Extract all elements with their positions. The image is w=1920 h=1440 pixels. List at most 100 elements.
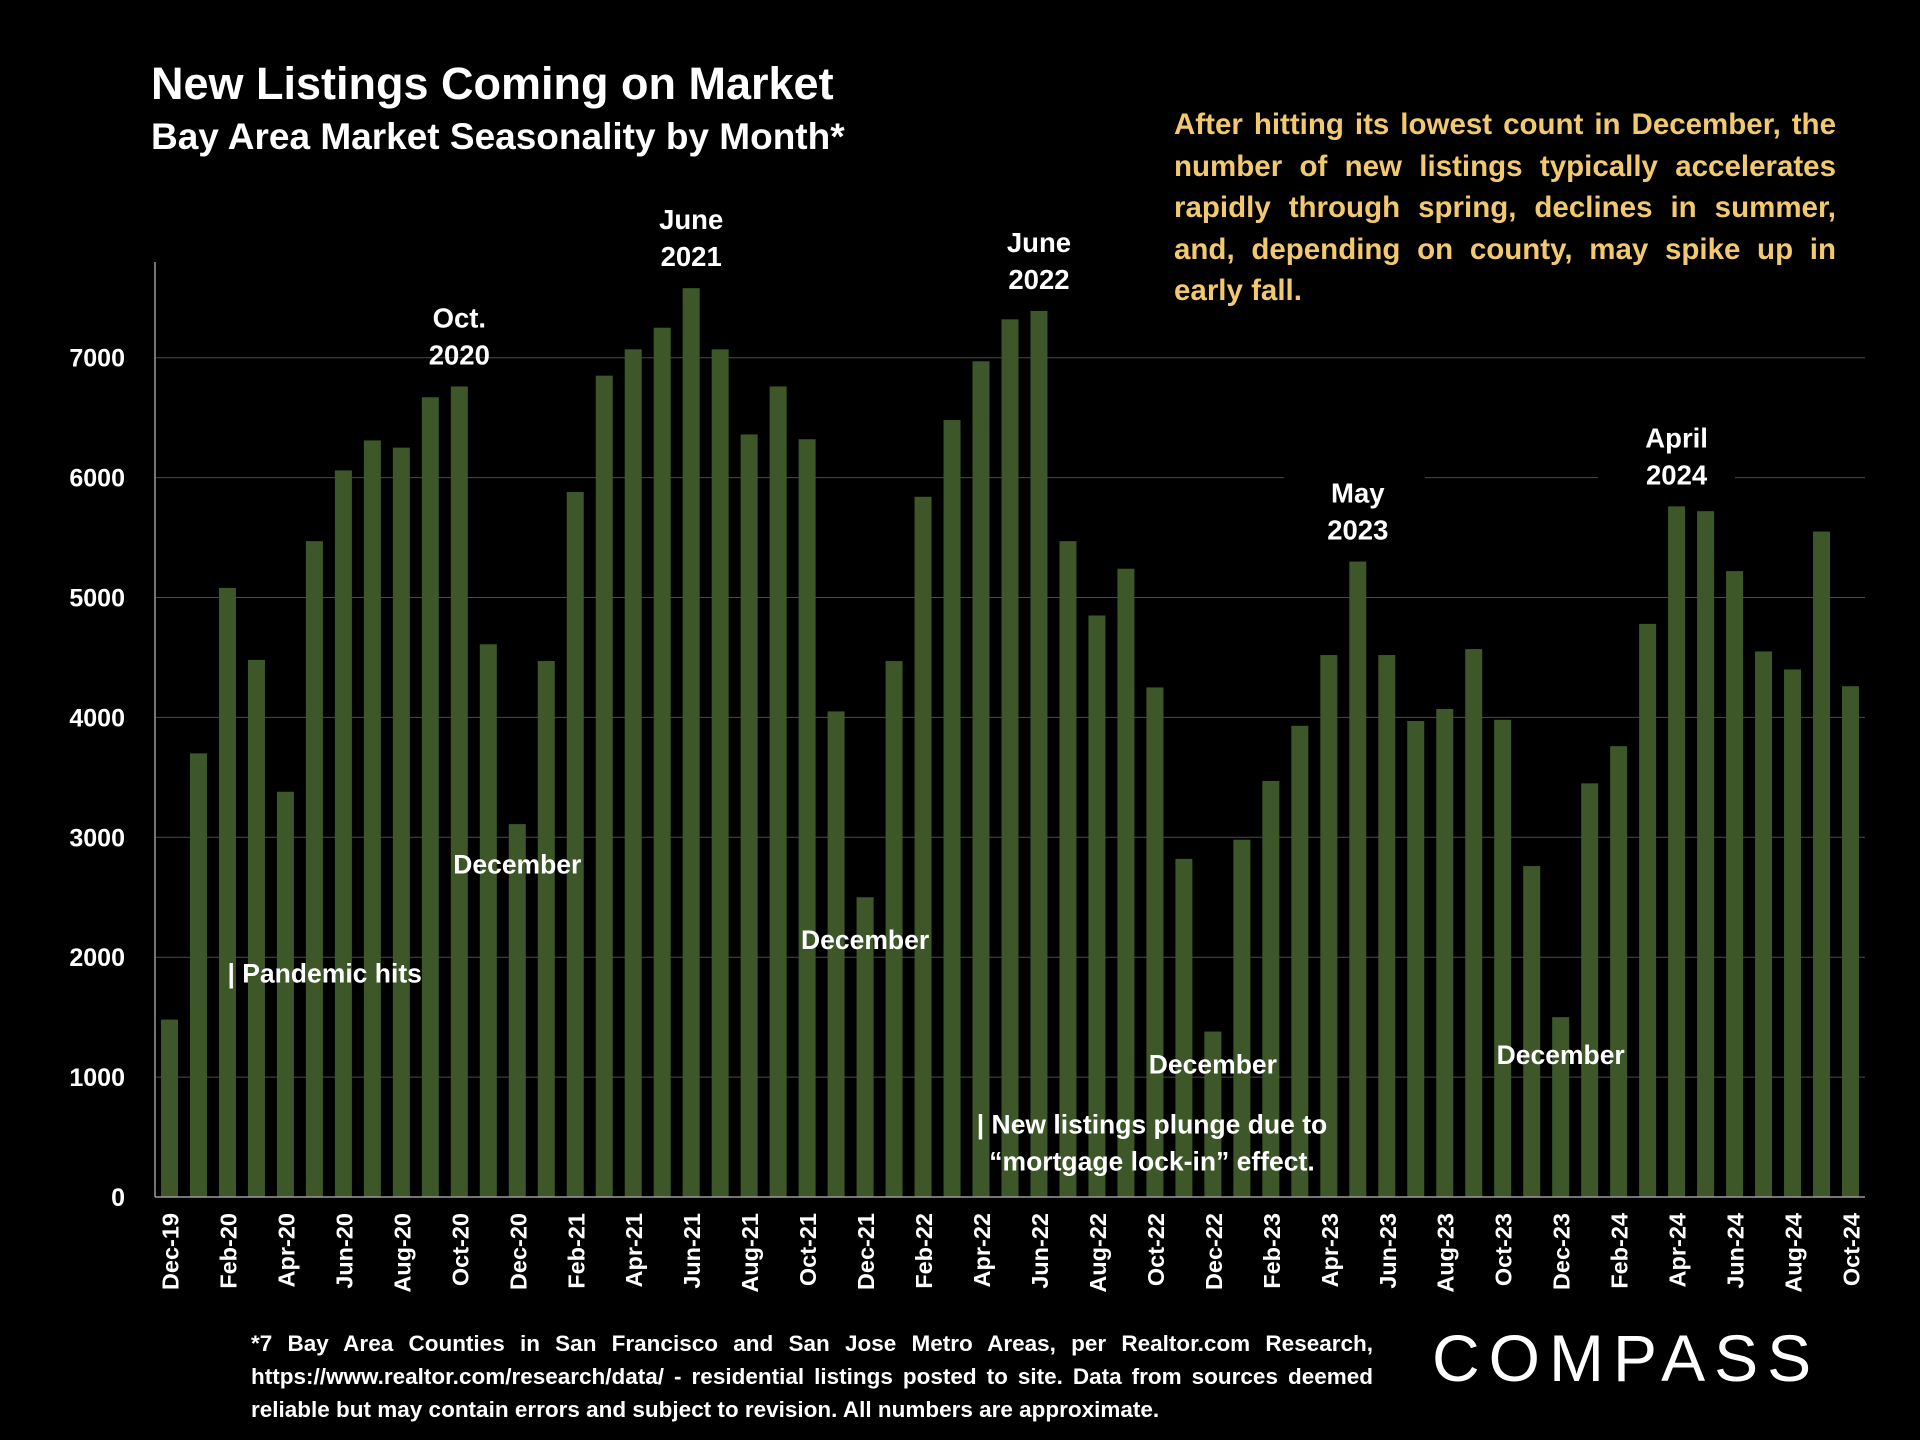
- chart-annotation: December: [453, 849, 581, 879]
- x-tick-label: Apr-24: [1665, 1213, 1691, 1287]
- x-tick-label: Oct-23: [1491, 1213, 1517, 1286]
- x-tick-label: Feb-23: [1259, 1213, 1285, 1289]
- bar: [1842, 686, 1860, 1197]
- bar: [1610, 746, 1628, 1197]
- x-tick-label: Aug-23: [1433, 1213, 1459, 1293]
- x-tick-label: Aug-22: [1085, 1213, 1111, 1293]
- peak-annotation: 2023: [1327, 515, 1388, 546]
- bar: [537, 661, 555, 1197]
- x-tick-label: Aug-20: [389, 1213, 415, 1293]
- x-tick-label: Oct-24: [1839, 1213, 1865, 1286]
- x-tick-label: Jun-23: [1375, 1213, 1401, 1289]
- bar: [1465, 649, 1483, 1197]
- x-tick-label: Dec-22: [1201, 1213, 1227, 1290]
- bar: [1726, 571, 1744, 1197]
- x-tick-label: Dec-20: [505, 1213, 531, 1290]
- bar: [1494, 719, 1512, 1197]
- bar: [160, 1019, 178, 1197]
- bar: [1204, 1031, 1222, 1197]
- bar: [1552, 1017, 1570, 1197]
- peak-annotation: 2024: [1646, 459, 1708, 490]
- peak-annotation: Oct.: [433, 302, 486, 333]
- bar: [769, 386, 787, 1197]
- x-tick-label: Aug-21: [737, 1213, 763, 1293]
- bar: [914, 496, 932, 1197]
- x-tick-label: Jun-20: [331, 1213, 357, 1289]
- bar: [1668, 506, 1686, 1198]
- x-tick-label: Dec-23: [1549, 1213, 1575, 1290]
- bar: [1639, 623, 1657, 1197]
- x-tick-label: Jun-21: [679, 1213, 705, 1289]
- bar: [392, 447, 410, 1197]
- bar: [711, 349, 729, 1197]
- x-tick-label: Feb-24: [1607, 1213, 1633, 1289]
- bar: [1262, 780, 1280, 1197]
- chart-annotation: December: [1497, 1040, 1625, 1070]
- bar: [827, 711, 845, 1197]
- bar: [1233, 839, 1251, 1197]
- y-tick-label: 4000: [69, 704, 125, 732]
- bar: [740, 434, 758, 1197]
- bar: [276, 791, 294, 1197]
- bar: [624, 349, 642, 1197]
- bar: [247, 659, 265, 1197]
- bar: [1117, 568, 1135, 1197]
- peak-annotation: June: [659, 204, 723, 235]
- x-tick-label: Apr-23: [1317, 1213, 1343, 1287]
- bar: [479, 644, 497, 1197]
- bar: [595, 375, 613, 1197]
- bar: [1320, 655, 1338, 1197]
- x-tick-label: Feb-20: [215, 1213, 241, 1289]
- bar: [1030, 310, 1048, 1198]
- peak-annotation: 2020: [429, 339, 490, 370]
- bar: [1001, 319, 1019, 1197]
- bar: [943, 420, 961, 1198]
- chart-annotation: | New listings plunge due to: [977, 1109, 1327, 1139]
- bar: [363, 440, 381, 1197]
- bar: [305, 541, 323, 1197]
- x-tick-label: Apr-22: [969, 1213, 995, 1287]
- peak-annotation: June: [1007, 227, 1071, 258]
- chart-annotation: December: [1149, 1050, 1277, 1080]
- x-tick-label: Dec-19: [157, 1213, 183, 1290]
- peak-annotation: 2022: [1008, 264, 1069, 295]
- bar: [1784, 669, 1802, 1197]
- bar: [421, 397, 439, 1198]
- bar: [972, 361, 990, 1197]
- bar: [1059, 541, 1077, 1197]
- y-tick-label: 5000: [69, 585, 125, 613]
- y-tick-label: 2000: [69, 944, 125, 972]
- chart-title: New Listings Coming on Market: [151, 58, 834, 109]
- seasonality-note: After hitting its lowest count in Decemb…: [1174, 108, 1836, 307]
- bar: [1349, 561, 1367, 1197]
- bar: [1697, 511, 1715, 1197]
- bar: [1407, 720, 1425, 1197]
- y-tick-label: 6000: [69, 465, 125, 493]
- x-tick-label: Apr-20: [273, 1213, 299, 1287]
- bar: [856, 897, 874, 1197]
- bar: [450, 386, 468, 1197]
- bar: [1523, 866, 1541, 1197]
- bar: [218, 587, 236, 1197]
- bar: [798, 439, 816, 1197]
- bar: [1581, 783, 1599, 1197]
- x-tick-label: Oct-22: [1143, 1213, 1169, 1286]
- chart-annotation: “mortgage lock-in” effect.: [989, 1146, 1314, 1176]
- bar: [1378, 655, 1396, 1197]
- x-tick-label: Apr-21: [621, 1213, 647, 1287]
- bar: [682, 288, 700, 1198]
- bar: [1755, 651, 1773, 1197]
- bar: [334, 470, 352, 1197]
- bar: [1146, 687, 1164, 1197]
- peak-annotation: April: [1645, 422, 1708, 453]
- source-footnote: *7 Bay Area Counties in San Francisco an…: [251, 1331, 1373, 1422]
- bar: [885, 661, 903, 1197]
- bar: [189, 753, 207, 1197]
- x-tick-label: Jun-24: [1723, 1213, 1749, 1289]
- x-tick-label: Feb-22: [911, 1213, 937, 1289]
- peak-annotation: 2021: [661, 241, 722, 272]
- bar: [1813, 531, 1831, 1197]
- bar: [1436, 709, 1454, 1197]
- bar: [653, 327, 671, 1198]
